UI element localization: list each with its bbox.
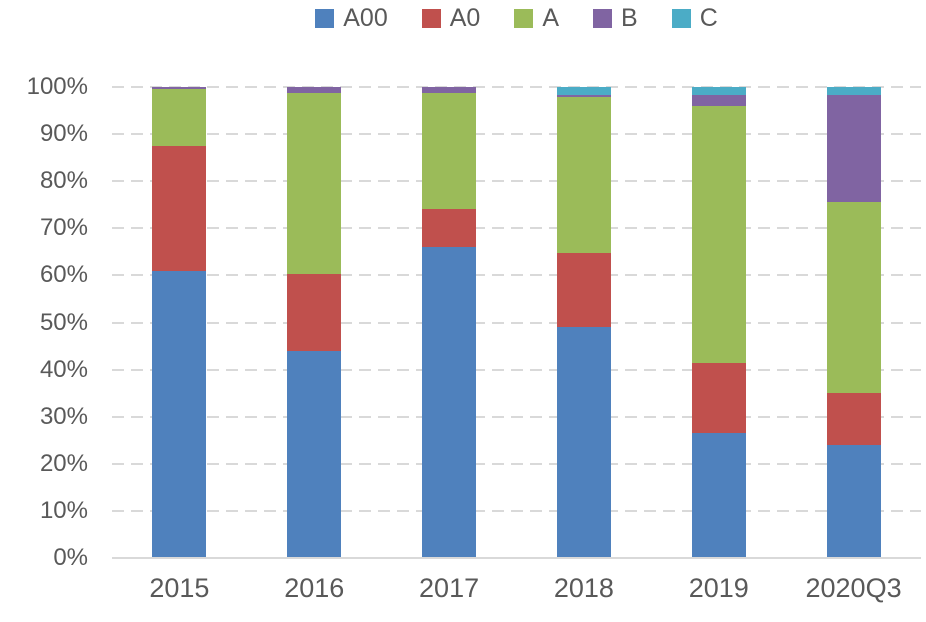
legend-label: B xyxy=(621,3,638,32)
y-axis-tick-label: 40% xyxy=(39,355,88,383)
y-axis-tick-label: 80% xyxy=(39,167,88,195)
legend-item-a00: A00 xyxy=(315,3,388,32)
y-axis-tick-label: 10% xyxy=(39,496,88,524)
y-axis-tick-label: 0% xyxy=(53,544,88,571)
y-axis-tick-label: 20% xyxy=(39,449,88,477)
y-axis: 100% 90% 80% 70% 60% 50% 40% 30% 20% 10% 0% xyxy=(0,0,88,622)
bar-segment-a00-2019 xyxy=(691,433,746,558)
bar-segment-a-2020q3 xyxy=(826,202,881,394)
y-axis-tick-label: 30% xyxy=(39,402,88,430)
bar-segment-b-2020q3 xyxy=(826,95,881,203)
gridline xyxy=(112,509,921,512)
legend-label: C xyxy=(699,3,718,32)
legend-item-a0: A0 xyxy=(421,3,481,32)
y-axis-tick-label: 50% xyxy=(39,308,88,336)
gridline xyxy=(112,321,921,324)
bar-segment-a-2016 xyxy=(287,92,342,274)
gridline xyxy=(112,133,921,136)
gridline xyxy=(112,274,921,277)
gridline xyxy=(112,415,921,418)
bar-segment-a-2019 xyxy=(691,105,746,364)
y-axis-tick-label: 100% xyxy=(26,73,88,100)
bar-segment-a00-2016 xyxy=(287,350,342,558)
gridline xyxy=(112,180,921,183)
gridline xyxy=(112,368,921,371)
legend-item-a: A xyxy=(514,3,559,32)
x-axis-line xyxy=(112,557,921,559)
bar-slot-2020q3 xyxy=(786,87,921,558)
bar-segment-c-2020q3 xyxy=(826,87,881,96)
bar-segment-a0-2019 xyxy=(691,363,746,434)
bar-slot-2019 xyxy=(651,87,786,558)
bar-segment-a-2015 xyxy=(152,89,207,146)
bar-segment-a-2018 xyxy=(556,96,611,254)
bar-segment-a0-2015 xyxy=(152,145,207,271)
bar-segment-c-2018 xyxy=(556,87,611,95)
x-axis-tick-label: 2015 xyxy=(149,573,210,603)
bar-segment-c-2019 xyxy=(691,87,746,96)
bar-segment-a0-2017 xyxy=(422,209,477,248)
bar-segment-b-2015 xyxy=(152,87,207,90)
bar-segment-a00-2017 xyxy=(422,247,477,558)
bar-segment-b-2019 xyxy=(691,95,746,106)
stacked-bar-2017 xyxy=(422,87,477,558)
y-axis-tick-label: 90% xyxy=(39,120,88,148)
legend-label: A xyxy=(542,3,559,32)
bar-slot-2015 xyxy=(112,87,247,558)
gridline xyxy=(112,462,921,465)
bars-container xyxy=(112,87,921,558)
bar-segment-a0-2020q3 xyxy=(826,393,881,445)
stacked-bar-2019 xyxy=(691,87,746,558)
bar-segment-a0-2016 xyxy=(287,274,342,351)
stacked-bar-2020q3 xyxy=(826,87,881,558)
gridline xyxy=(112,86,921,88)
legend-label: A0 xyxy=(449,3,481,32)
y-axis-tick-label: 60% xyxy=(39,261,88,289)
bar-segment-b-2016 xyxy=(287,87,342,93)
bar-segment-b-2017 xyxy=(422,87,477,93)
gridline xyxy=(112,227,921,230)
chart-legend: A00 A0 A B C xyxy=(112,2,921,34)
stacked-bar-2018 xyxy=(556,87,611,558)
bar-segment-b-2018 xyxy=(556,94,611,97)
legend-label: A00 xyxy=(343,3,388,32)
legend-item-b: B xyxy=(593,3,638,32)
x-axis-tick-label: 2020Q3 xyxy=(805,573,902,603)
legend-swatch-icon xyxy=(671,8,691,28)
bar-segment-a00-2020q3 xyxy=(826,444,881,558)
y-axis-tick-label: 70% xyxy=(39,214,88,242)
bar-segment-a-2017 xyxy=(422,92,477,210)
bar-segment-a00-2018 xyxy=(556,327,611,558)
stacked-bar-2016 xyxy=(287,87,342,558)
legend-swatch-icon xyxy=(514,8,534,28)
bar-segment-a00-2015 xyxy=(152,270,207,558)
legend-item-c: C xyxy=(671,3,718,32)
stacked-bar-2015 xyxy=(152,87,207,558)
bar-slot-2018 xyxy=(516,87,651,558)
plot-area xyxy=(112,86,921,559)
bar-slot-2016 xyxy=(247,87,382,558)
x-axis-tick-label: 2016 xyxy=(284,573,345,603)
bar-slot-2017 xyxy=(382,87,517,558)
x-axis-tick-label: 2019 xyxy=(688,573,749,603)
legend-swatch-icon xyxy=(421,8,441,28)
bar-segment-a0-2018 xyxy=(556,253,611,328)
x-axis-tick-label: 2018 xyxy=(553,573,614,603)
x-axis: 2015 2016 2017 2018 2019 2020Q3 xyxy=(112,572,921,604)
legend-swatch-icon xyxy=(593,8,612,28)
x-axis-tick-label: 2017 xyxy=(419,573,480,603)
legend-swatch-icon xyxy=(315,8,335,28)
